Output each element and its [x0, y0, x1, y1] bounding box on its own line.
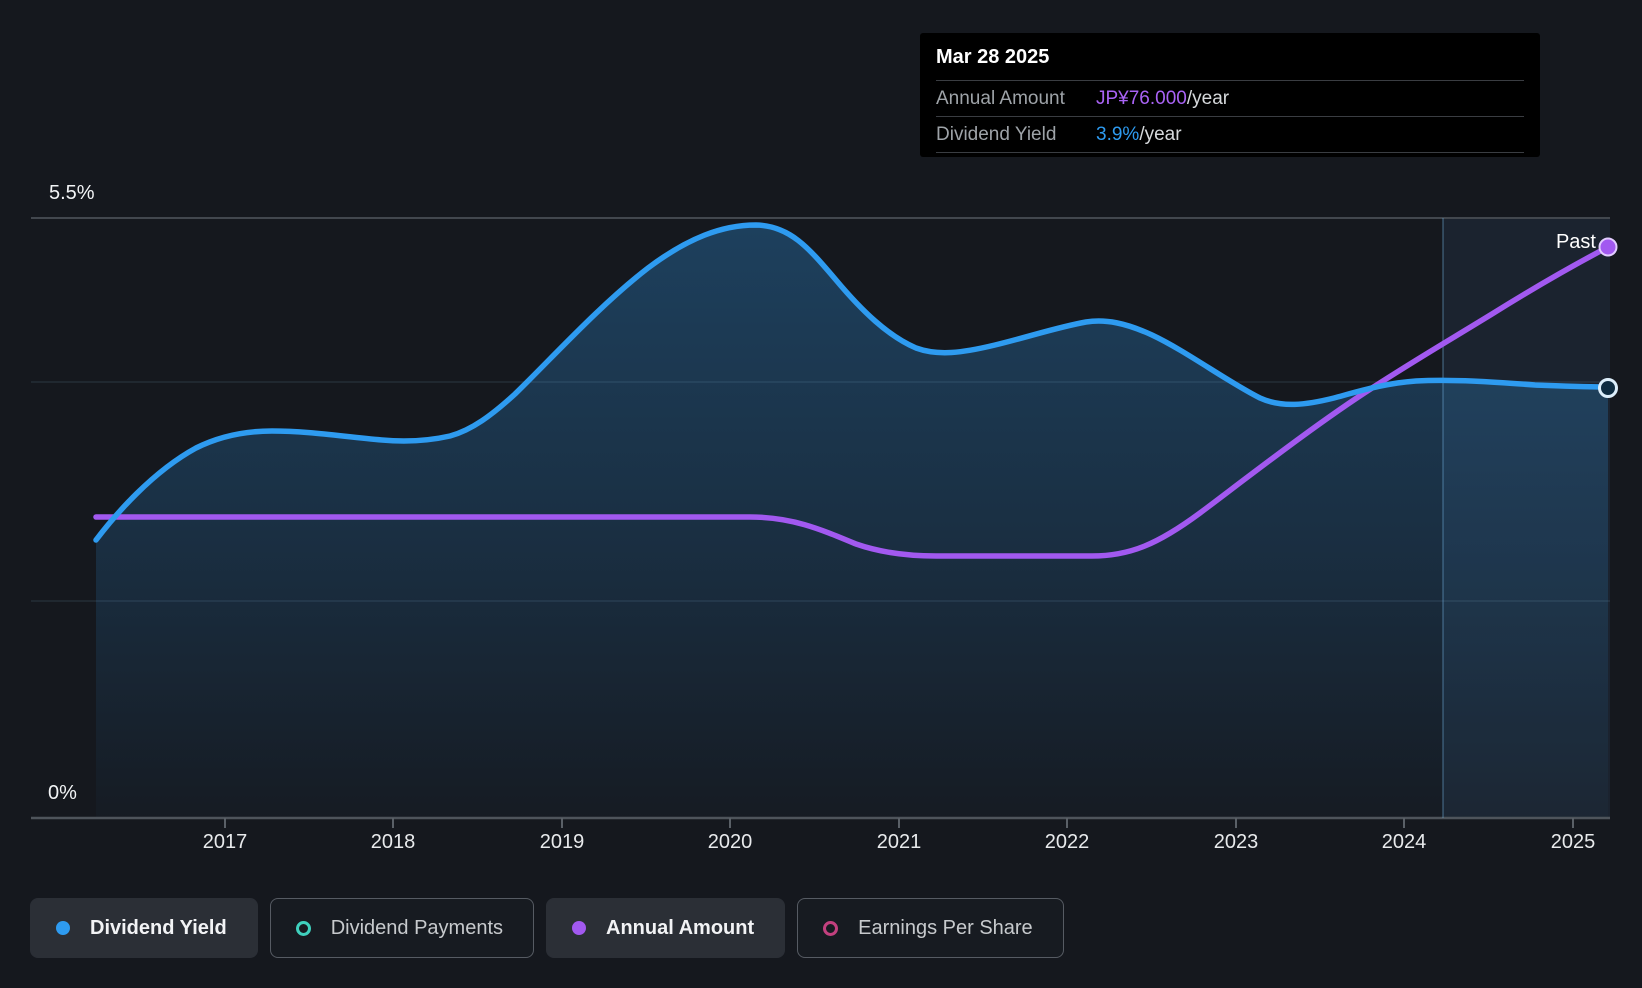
annual-amount-line[interactable]	[93, 244, 1611, 559]
last-12-months-band	[1443, 218, 1610, 818]
x-axis-label-2020: 2020	[707, 831, 753, 853]
ring-dot-icon	[823, 920, 839, 936]
dividend-yield-area	[96, 225, 1608, 818]
x-axis-label-2021: 2021	[876, 831, 922, 853]
y-axis-label-bottom: 0%	[48, 782, 77, 804]
x-axis-label-2018: 2018	[370, 831, 416, 853]
legend-item-dividend-yield[interactable]: Dividend Yield	[30, 898, 258, 958]
tooltip-label: Annual Amount	[936, 87, 1065, 109]
tooltip-date: Mar 28 2025	[936, 46, 1050, 68]
tooltip-value: JP¥76.000	[1096, 87, 1187, 109]
tooltip-row-annual-amount: Annual Amount JP¥76.000 /year	[936, 80, 1524, 116]
legend-item-annual-amount[interactable]: Annual Amount	[546, 898, 786, 958]
legend-item-earnings-per-share[interactable]: Earnings Per Share	[797, 898, 1064, 958]
filled-dot-icon	[572, 921, 587, 935]
legend: Dividend Yield Dividend Payments Annual …	[30, 898, 1064, 958]
tooltip-suffix: /year	[1186, 87, 1230, 109]
legend-label: Dividend Payments	[330, 916, 504, 939]
x-axis-label-2022: 2022	[1044, 831, 1090, 853]
ring-dot-icon	[295, 920, 311, 936]
x-axis-label-2024: 2024	[1381, 831, 1427, 853]
x-axis-label-2017: 2017	[202, 831, 248, 853]
past-label: Past	[1555, 231, 1596, 253]
tooltip-row-dividend-yield: Dividend Yield 3.9% /year	[936, 116, 1524, 153]
annual-amount-end-marker[interactable]	[1598, 237, 1618, 257]
hover-tooltip: Mar 28 2025 Annual Amount JP¥76.000 /yea…	[920, 33, 1540, 157]
legend-item-dividend-payments[interactable]: Dividend Payments	[269, 898, 535, 958]
x-axis-ticks	[224, 818, 1574, 828]
x-axis-label-2025: 2025	[1550, 831, 1596, 853]
x-axis-label-2019: 2019	[539, 831, 585, 853]
legend-label: Annual Amount	[606, 916, 755, 939]
legend-label: Dividend Yield	[90, 916, 227, 939]
filled-dot-icon	[56, 921, 70, 935]
tooltip-label: Dividend Yield	[936, 123, 1057, 145]
tooltip-suffix: /year	[1139, 123, 1182, 145]
tooltip-value: 3.9%	[1096, 123, 1140, 145]
dividend-yield-line[interactable]	[93, 222, 1611, 543]
dividend-yield-end-marker[interactable]	[1598, 378, 1618, 398]
x-axis-label-2023: 2023	[1213, 831, 1259, 853]
legend-label: Earnings Per Share	[858, 916, 1033, 939]
y-axis-label-top: 5.5%	[49, 182, 95, 204]
